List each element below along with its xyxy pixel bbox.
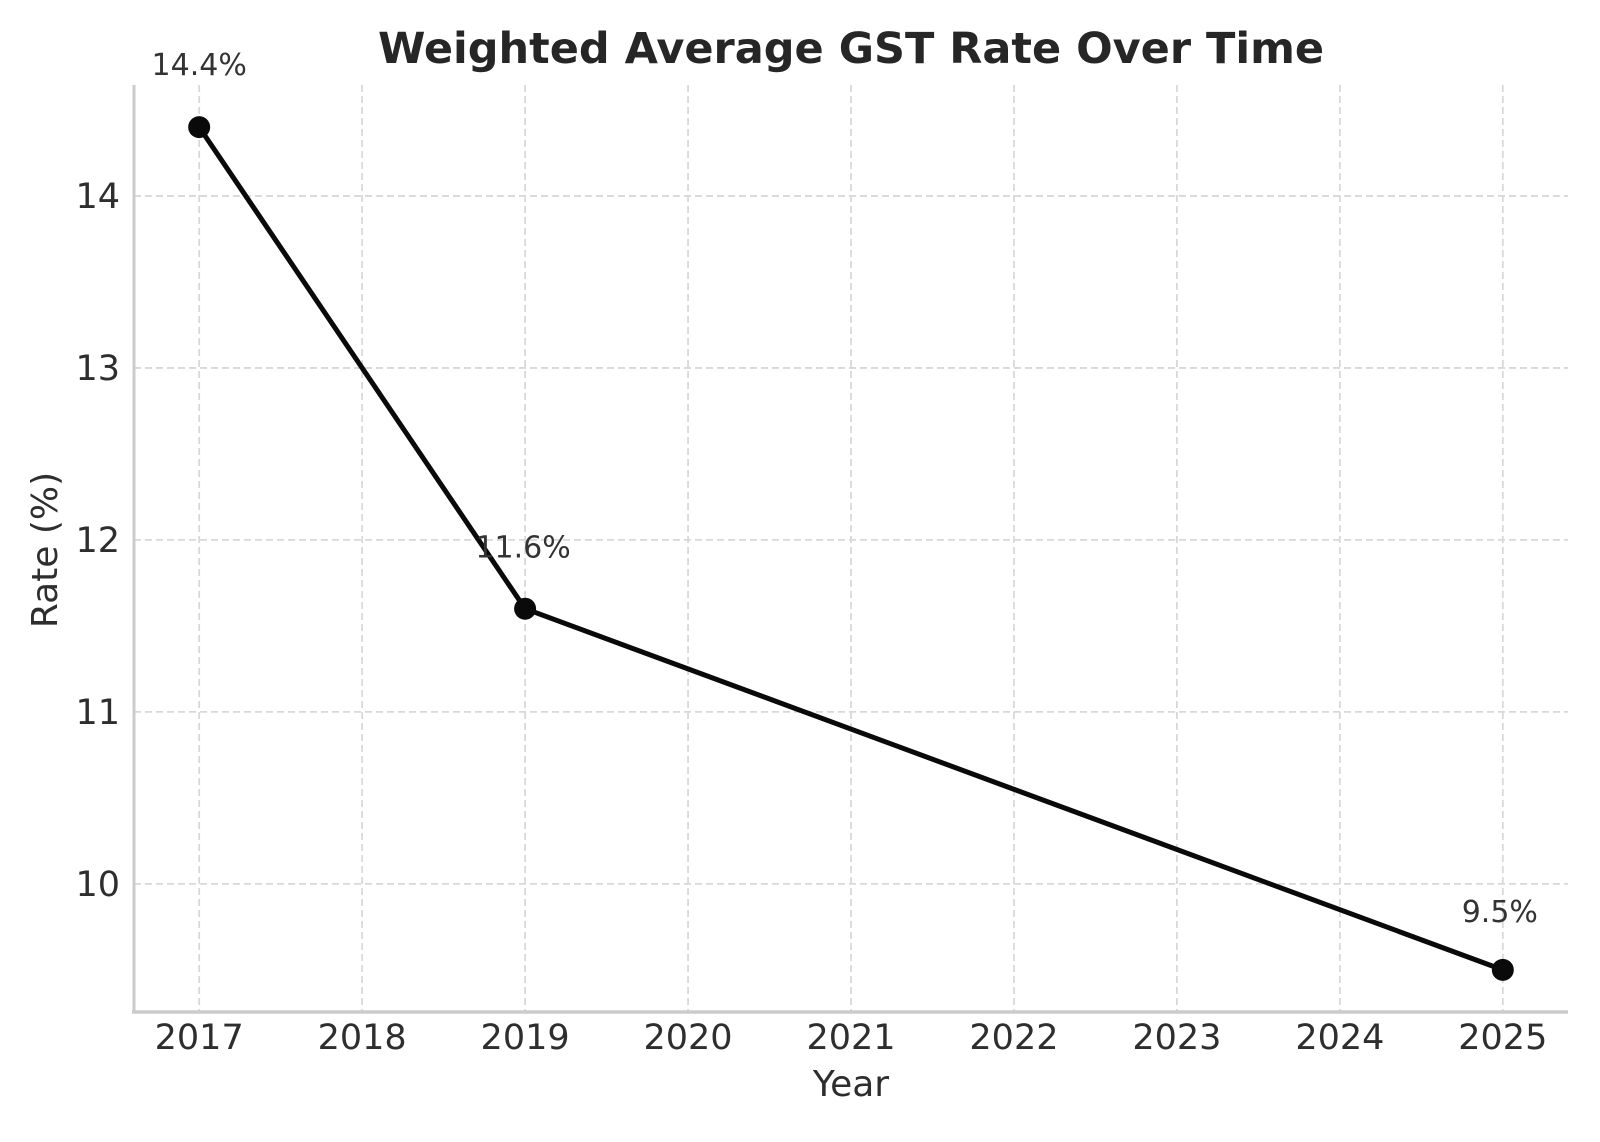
data-point-marker: [188, 116, 211, 139]
y-axis-label: Rate (%): [25, 471, 66, 629]
y-tick-label: 11: [75, 693, 120, 733]
data-point-label: 11.6%: [475, 531, 570, 566]
x-tick-label: 2025: [1458, 1018, 1547, 1058]
chart-title: Weighted Average GST Rate Over Time: [377, 24, 1325, 74]
y-tick-label: 14: [75, 177, 120, 217]
data-point-label: 14.4%: [152, 48, 247, 83]
data-point-marker: [514, 597, 537, 620]
y-tick-label: 13: [75, 349, 120, 389]
x-tick-label: 2024: [1295, 1018, 1384, 1058]
x-tick-label: 2018: [318, 1018, 407, 1058]
data-point-label: 9.5%: [1462, 895, 1538, 930]
x-tick-label: 2017: [155, 1018, 244, 1058]
x-tick-label: 2023: [1132, 1018, 1221, 1058]
x-tick-label: 2022: [969, 1018, 1058, 1058]
y-tick-label: 12: [75, 521, 120, 561]
x-tick-label: 2019: [481, 1018, 570, 1058]
x-tick-label: 2021: [806, 1018, 895, 1058]
x-tick-label: 2020: [644, 1018, 733, 1058]
y-tick-label: 10: [75, 865, 120, 905]
data-point-marker: [1491, 958, 1514, 981]
x-axis-label: Year: [812, 1064, 890, 1105]
